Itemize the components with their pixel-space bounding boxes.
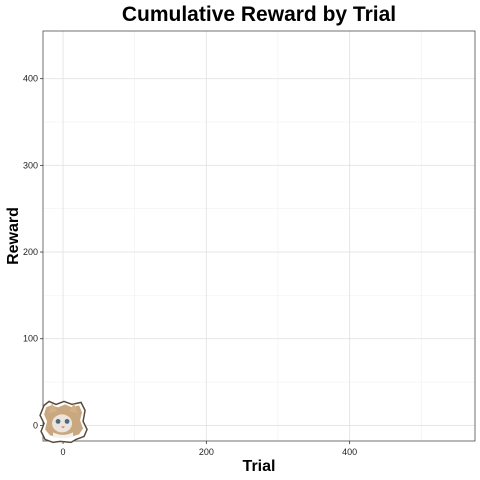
plot-panel-border <box>42 30 476 442</box>
x-tick-label: 200 <box>199 447 214 457</box>
y-tick-label: 300 <box>23 160 38 170</box>
cat-face <box>52 414 73 433</box>
cat-face-marker <box>39 400 88 444</box>
y-tick-label: 200 <box>23 247 38 257</box>
x-axis-label: Trial <box>243 458 276 475</box>
cat-chin <box>53 432 74 438</box>
x-tick-label: 0 <box>61 447 66 457</box>
chart-title: Cumulative Reward by Trial <box>122 3 396 26</box>
data-points <box>39 400 88 444</box>
y-axis-ticks: 0 100 200 300 400 <box>23 74 43 430</box>
cat-ear-left <box>48 403 58 414</box>
y-tick-label: 400 <box>23 74 38 84</box>
x-tick-label: 400 <box>342 447 357 457</box>
cat-ear-right <box>69 403 79 414</box>
y-axis-label: Reward <box>5 207 22 265</box>
cat-nose <box>61 426 66 429</box>
y-tick-label: 100 <box>23 334 38 344</box>
y-tick-label: 0 <box>33 420 38 430</box>
cat-eye-left <box>55 418 61 424</box>
cat-eye-right <box>64 418 70 424</box>
gridlines <box>43 31 475 441</box>
